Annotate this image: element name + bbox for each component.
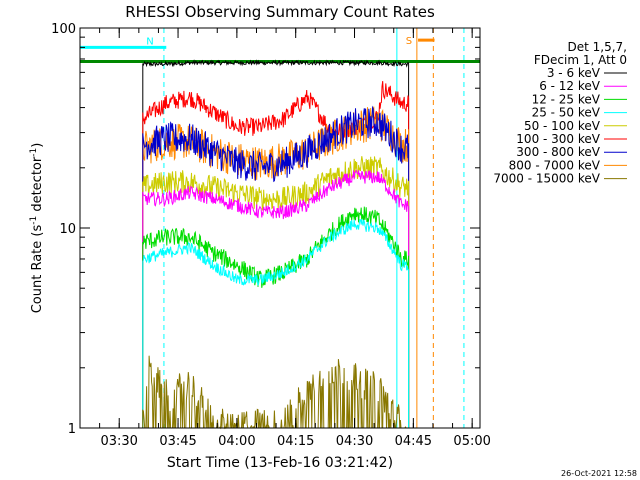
legend-header-2: FDecim 1, Att 0 xyxy=(534,53,627,67)
series-line-5 xyxy=(142,156,410,428)
x-axis-label: Start Time (13-Feb-16 03:21:42) xyxy=(167,455,393,471)
y-tick-label-1: 1 xyxy=(68,422,76,437)
x-tick-label-7: 05:00 xyxy=(453,434,490,449)
legend-header-1: Det 1,5,7, xyxy=(568,40,628,54)
series-line-7 xyxy=(142,206,410,428)
series-line-8 xyxy=(142,219,410,428)
legend-label-7: 300 - 800 keV xyxy=(516,145,600,159)
series-line-4 xyxy=(142,105,410,428)
x-tick-label-4: 04:15 xyxy=(277,434,314,449)
y-tick-label-2: 10 xyxy=(59,222,76,237)
y-axis-label: Count Rate (s-1 detector-1) xyxy=(29,143,45,314)
legend-label-9: 7000 - 15000 keV xyxy=(493,172,600,186)
series-line-6 xyxy=(142,169,410,428)
chart-title: RHESSI Observing Summary Count Rates xyxy=(125,3,435,21)
x-tick-label-2: 03:45 xyxy=(159,434,196,449)
footer-timestamp: 26-Oct-2021 12:58 xyxy=(561,469,637,478)
marker-label-n: N xyxy=(146,36,153,47)
series-line-1 xyxy=(142,59,410,428)
x-tick-label-1: 03:30 xyxy=(100,434,137,449)
legend-label-8: 800 - 7000 keV xyxy=(509,158,601,172)
y-tick-label-3: 100 xyxy=(51,22,76,37)
x-tick-label-6: 04:45 xyxy=(395,434,432,449)
x-tick-label-3: 04:00 xyxy=(218,434,255,449)
legend-label-6: 100 - 300 keV xyxy=(516,132,600,146)
legend-label-1: 3 - 6 keV xyxy=(547,66,601,80)
legend-label-3: 12 - 25 keV xyxy=(532,92,601,106)
series-line-2 xyxy=(142,81,410,428)
legend-label-5: 50 - 100 keV xyxy=(524,119,601,133)
x-tick-label-5: 04:30 xyxy=(336,434,373,449)
marker-label-s: S xyxy=(406,36,412,47)
legend-label-4: 25 - 50 keV xyxy=(532,106,601,120)
legend-label-2: 6 - 12 keV xyxy=(539,79,601,93)
